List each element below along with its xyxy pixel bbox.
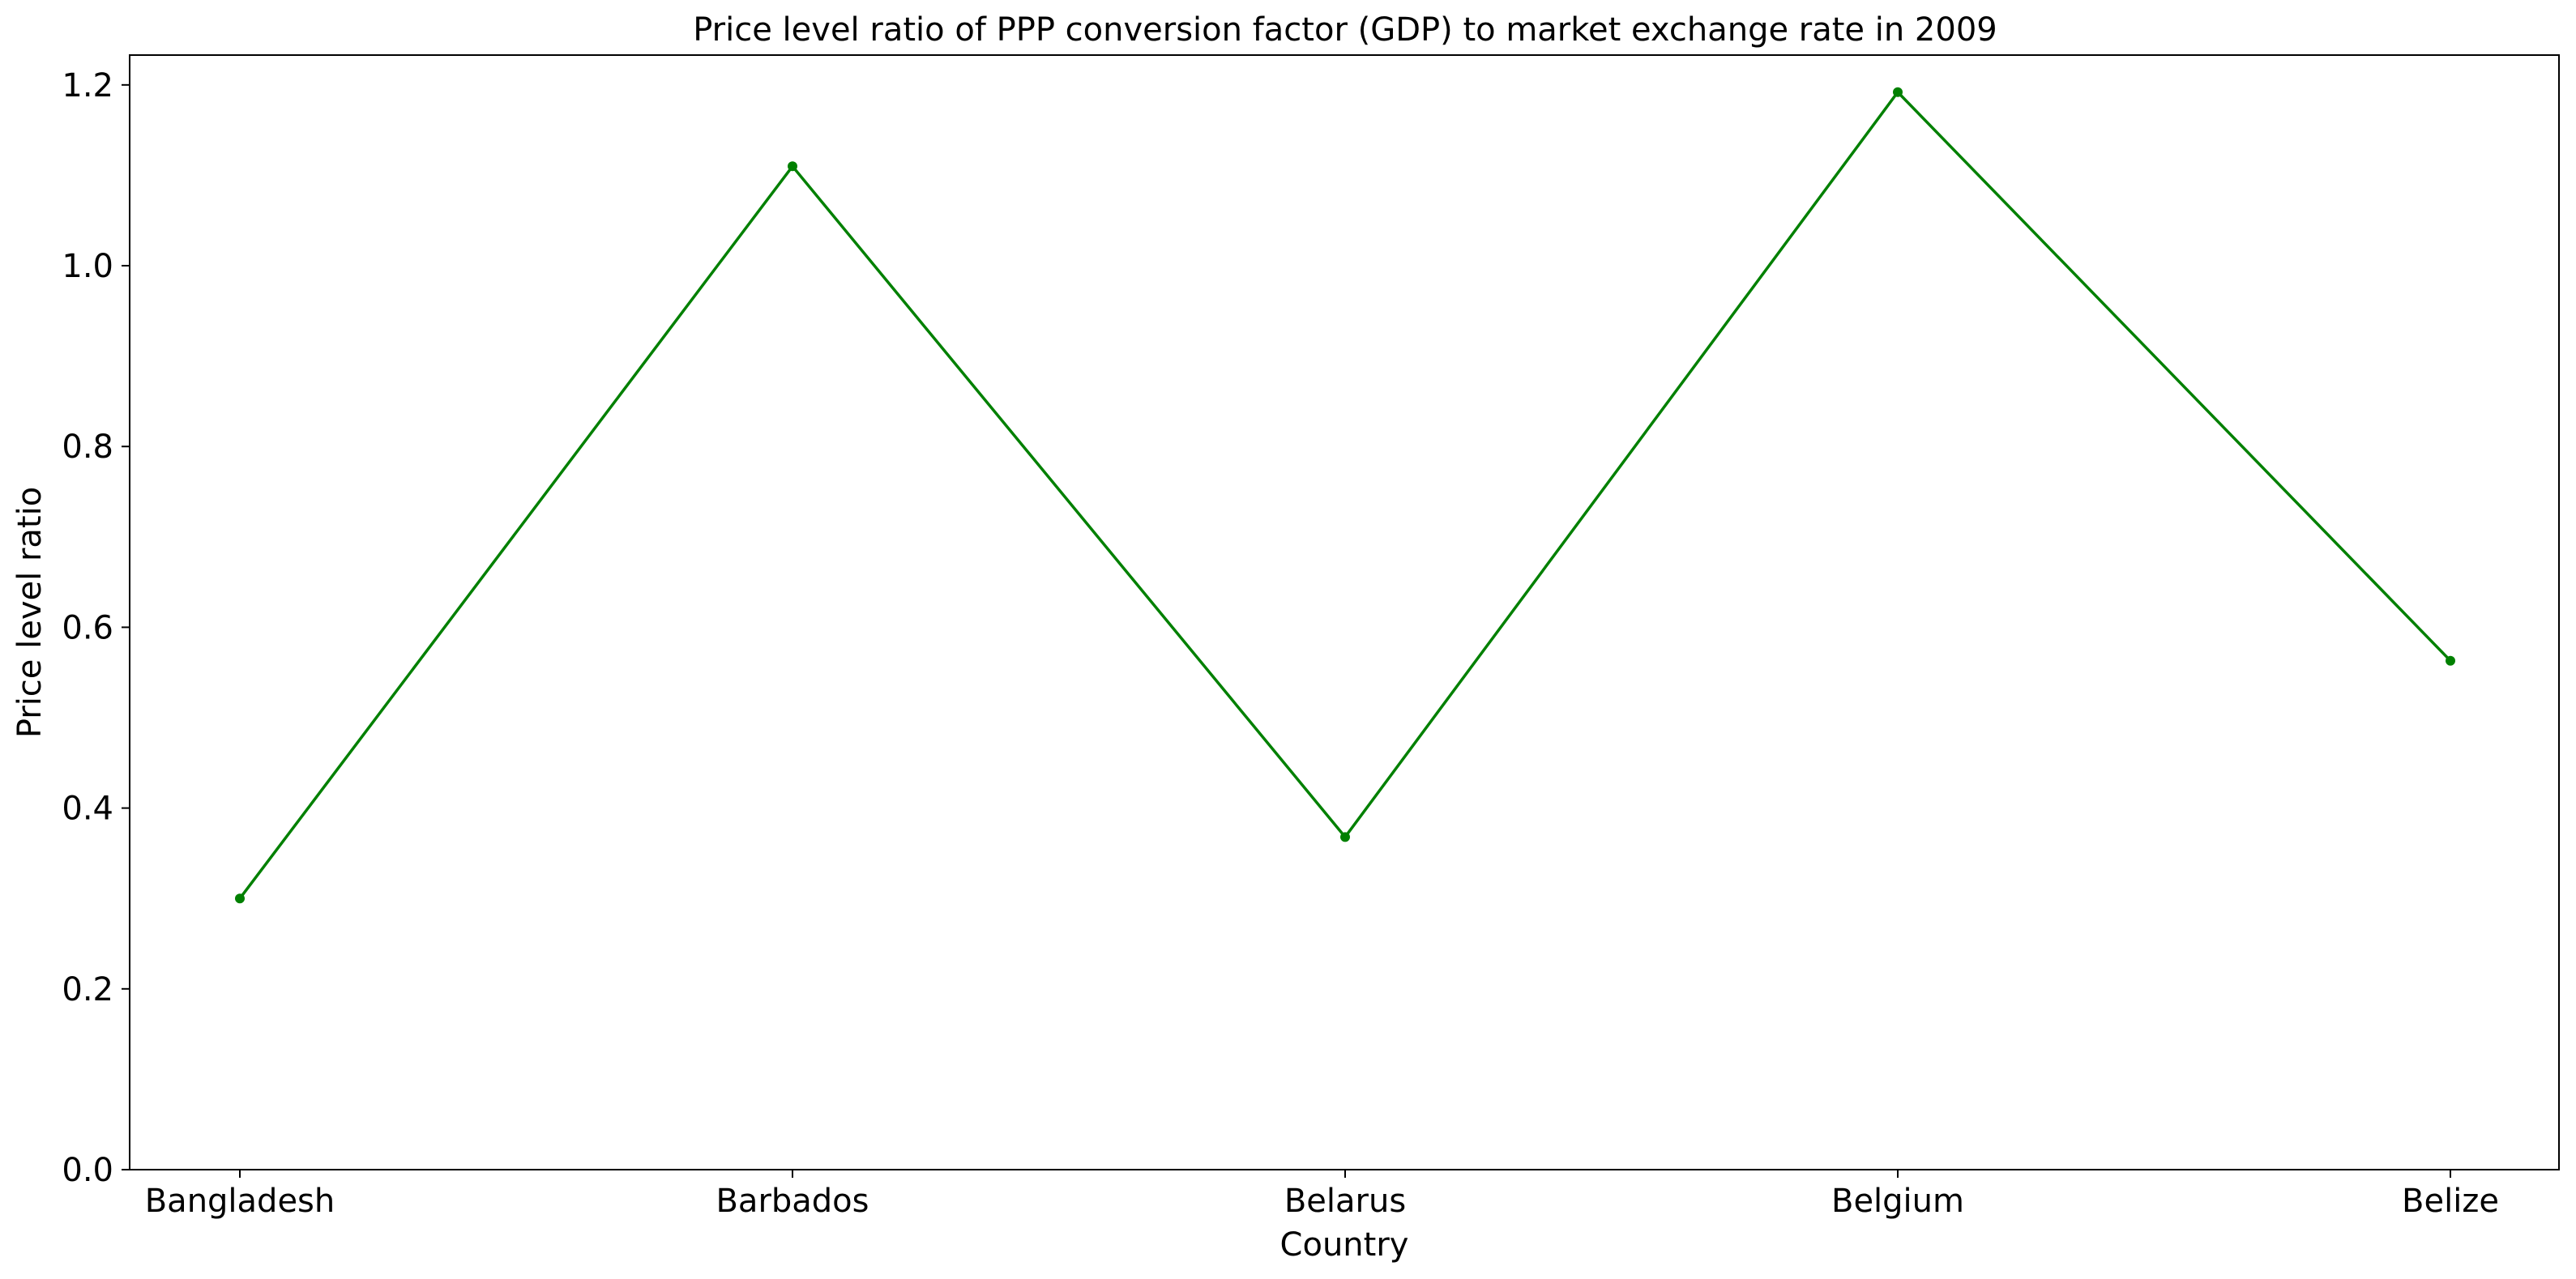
y-axis-label: Price level ratio bbox=[11, 487, 49, 738]
x-tick-label: Belgium bbox=[1831, 1183, 1964, 1220]
y-tick-label: 1.0 bbox=[62, 248, 113, 285]
y-tick-label: 1.2 bbox=[62, 67, 113, 104]
data-point bbox=[1340, 832, 1350, 842]
y-tick-label: 0.4 bbox=[62, 791, 113, 828]
y-axis: 0.0 0.2 0.4 0.6 0.8 1.0 1.2 bbox=[62, 67, 130, 1189]
y-tick-label: 0.8 bbox=[62, 428, 113, 466]
y-tick-label: 0.0 bbox=[62, 1152, 113, 1189]
x-axis: Bangladesh Barbados Belarus Belgium Belize bbox=[145, 1170, 2499, 1220]
x-tick-label: Belize bbox=[2402, 1183, 2499, 1220]
chart-title: Price level ratio of PPP conversion fact… bbox=[693, 11, 1997, 49]
x-tick-label: Bangladesh bbox=[145, 1183, 335, 1220]
x-axis-label: Country bbox=[1280, 1226, 1409, 1264]
series-layer bbox=[235, 87, 2455, 904]
data-point bbox=[1893, 87, 1903, 97]
data-point bbox=[2446, 655, 2455, 666]
plot-area bbox=[129, 54, 2560, 1170]
y-tick-label: 0.6 bbox=[62, 609, 113, 646]
x-tick-label: Belarus bbox=[1284, 1183, 1406, 1220]
y-tick-label: 0.2 bbox=[62, 971, 113, 1008]
data-point bbox=[235, 893, 245, 904]
series-line bbox=[238, 90, 2452, 900]
x-tick-label: Barbados bbox=[716, 1183, 869, 1220]
data-point bbox=[788, 161, 797, 172]
